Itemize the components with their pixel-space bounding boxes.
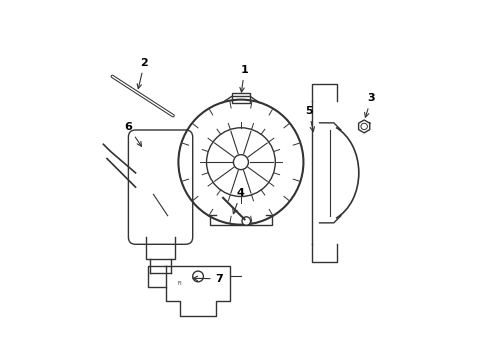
Text: 4: 4 bbox=[232, 188, 244, 214]
Text: 7: 7 bbox=[193, 274, 223, 284]
Text: FI: FI bbox=[178, 281, 182, 286]
Circle shape bbox=[242, 217, 250, 225]
Text: 5: 5 bbox=[305, 106, 314, 131]
Text: 3: 3 bbox=[364, 93, 374, 117]
Bar bbox=[231, 93, 250, 103]
Text: 1: 1 bbox=[240, 65, 248, 92]
Text: 2: 2 bbox=[137, 58, 148, 89]
Text: 6: 6 bbox=[124, 122, 141, 146]
Circle shape bbox=[233, 155, 248, 170]
